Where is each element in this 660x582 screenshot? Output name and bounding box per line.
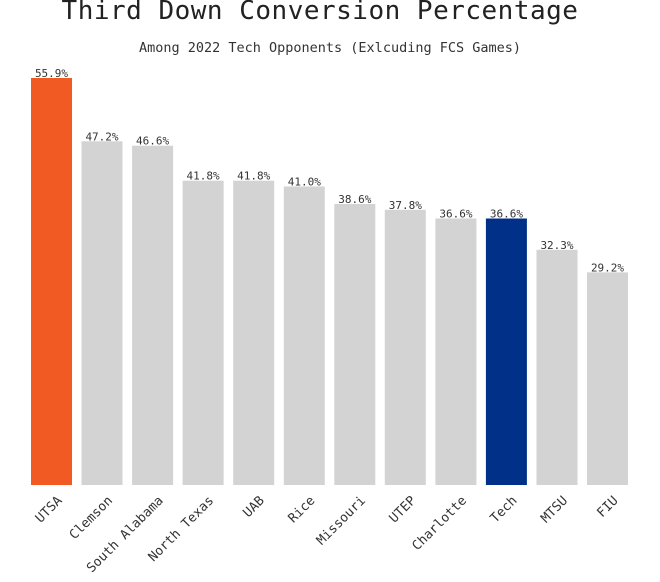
x-tick-label: Tech	[488, 493, 521, 526]
bar-value-label: 46.6%	[136, 135, 169, 148]
x-tick-label: MTSU	[538, 493, 571, 526]
bar-missouri	[334, 204, 376, 485]
bar-utep	[384, 209, 426, 486]
bar-value-label: 41.0%	[288, 176, 321, 189]
bar-charlotte	[435, 218, 477, 485]
x-tick-label: FIU	[594, 493, 621, 520]
bar-rice	[283, 186, 325, 485]
chart-title: Third Down Conversion Percentage	[61, 0, 579, 26]
x-tick-label: UTSA	[33, 493, 66, 526]
bar-value-label: 38.6%	[338, 193, 371, 206]
bar-clemson	[81, 141, 123, 486]
x-tick-label: Charlotte	[410, 493, 471, 554]
bar-tech	[485, 218, 527, 485]
bar-value-label: 37.8%	[389, 199, 422, 212]
bar-value-label: 41.8%	[237, 170, 270, 183]
bar-south-alabama	[132, 145, 174, 485]
bar-value-label: 36.6%	[439, 208, 472, 221]
bar-value-label: 32.3%	[540, 239, 573, 252]
bar-value-label: 29.2%	[591, 261, 624, 274]
bar-value-label: 47.2%	[85, 130, 118, 143]
x-tick-label: UTEP	[387, 493, 420, 526]
bar-north-texas	[182, 180, 224, 485]
x-tick-label: Rice	[286, 493, 319, 526]
bar-fiu	[587, 272, 628, 485]
bar-mtsu	[536, 249, 578, 485]
x-tick-label: Missouri	[314, 493, 369, 548]
bar-value-label: 36.6%	[490, 208, 523, 221]
bar-utsa	[31, 78, 72, 485]
bar-uab	[233, 180, 275, 485]
bar-value-label: 41.8%	[187, 170, 220, 183]
x-tick-label: UAB	[241, 493, 268, 520]
bar-value-label: 55.9%	[35, 67, 68, 80]
chart-subtitle: Among 2022 Tech Opponents (Exlcuding FCS…	[138, 40, 521, 56]
x-tick-label: Clemson	[67, 493, 116, 542]
